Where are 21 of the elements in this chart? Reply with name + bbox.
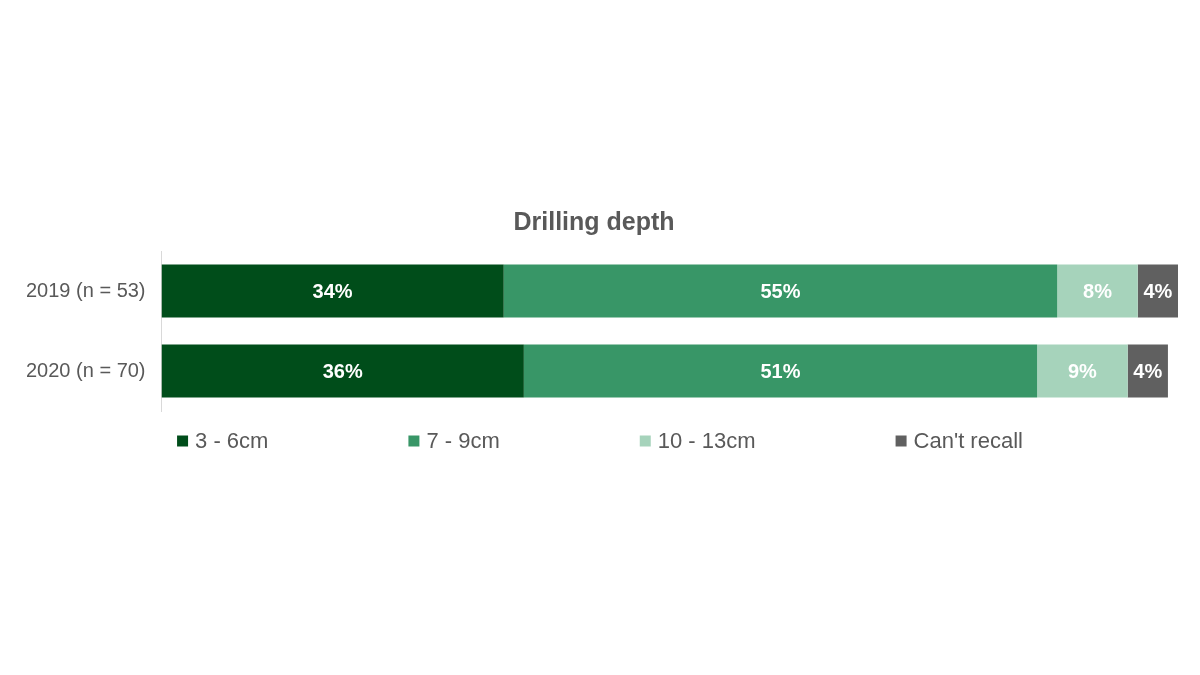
bar: [161, 264, 504, 318]
bar: [1037, 344, 1128, 398]
data-label: 34%: [312, 279, 353, 302]
y-tick-label: 2019 (n = 53): [26, 278, 146, 301]
bar: [161, 344, 524, 398]
bar: [1057, 264, 1138, 318]
data-label: 55%: [760, 279, 801, 302]
data-label: 51%: [760, 359, 801, 382]
legend-label: 10 - 13cm: [657, 428, 756, 454]
legend-label: 3 - 6cm: [195, 428, 269, 454]
data-label: 9%: [1067, 359, 1098, 382]
chart-title: Drilling depth: [513, 206, 675, 235]
bar: [503, 264, 1058, 318]
data-label: 36%: [322, 359, 363, 382]
data-label: 4%: [1143, 279, 1173, 302]
legend-label: Can't recall: [913, 428, 1023, 454]
bar: [523, 344, 1038, 398]
data-label: 8%: [1083, 279, 1113, 302]
y-tick-label: 2020 (n = 70): [26, 358, 146, 381]
legend-label: 7 - 9cm: [426, 428, 500, 454]
data-label: 4%: [1133, 359, 1163, 382]
